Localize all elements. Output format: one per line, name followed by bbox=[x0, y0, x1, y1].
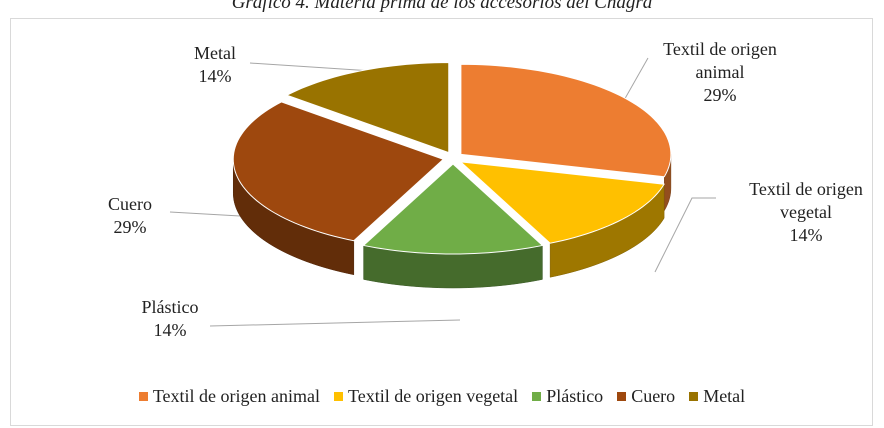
legend-swatch bbox=[689, 392, 699, 401]
pie-slice bbox=[285, 62, 450, 154]
legend-swatch bbox=[334, 392, 343, 401]
legend-item: Textil de origen animal bbox=[138, 386, 320, 407]
data-label-value: 14% bbox=[153, 320, 187, 340]
leader-line bbox=[209, 319, 461, 327]
data-label-value: 29% bbox=[113, 217, 147, 237]
data-label-category: Cuero bbox=[108, 194, 152, 214]
data-label: Cuero 29% bbox=[70, 193, 190, 239]
chart-title: Gráfico 4. Materia prima de los accesori… bbox=[231, 0, 653, 13]
data-label-category: Plástico bbox=[141, 297, 199, 317]
legend-swatch bbox=[617, 392, 627, 401]
legend-label: Textil de origen vegetal bbox=[348, 386, 519, 406]
legend-swatch bbox=[532, 392, 542, 401]
pie-slice bbox=[232, 101, 445, 242]
leader-line bbox=[169, 211, 241, 217]
pie-tops bbox=[232, 62, 672, 255]
legend-swatch bbox=[138, 392, 148, 401]
pie-slice bbox=[362, 163, 544, 255]
data-label-value: 14% bbox=[198, 66, 232, 86]
legend: Textil de origen animal Textil de origen … bbox=[0, 386, 884, 407]
legend-label: Cuero bbox=[631, 386, 676, 406]
pie-slice bbox=[459, 161, 665, 244]
data-label: Plástico 14% bbox=[110, 296, 230, 342]
data-label: Textil de origen animal 29% bbox=[645, 38, 795, 107]
legend-item: Plástico bbox=[532, 386, 603, 407]
legend-item: Cuero bbox=[617, 386, 675, 407]
legend-item: Textil de origen vegetal bbox=[334, 386, 518, 407]
data-label: Metal 14% bbox=[155, 42, 275, 88]
legend-item: Metal bbox=[689, 386, 745, 407]
data-label-category: Textil de origen vegetal bbox=[749, 179, 863, 222]
chart-frame bbox=[10, 18, 873, 426]
data-label-value: 29% bbox=[703, 85, 737, 105]
data-label-value: 14% bbox=[789, 225, 823, 245]
data-label: Textil de origen vegetal 14% bbox=[731, 178, 881, 247]
legend-label: Metal bbox=[703, 386, 746, 406]
legend-label: Plástico bbox=[546, 386, 604, 406]
data-label-category: Metal bbox=[194, 43, 236, 63]
legend-label: Textil de origen animal bbox=[152, 386, 320, 406]
pie-slice bbox=[460, 63, 672, 178]
data-label-category: Textil de origen animal bbox=[663, 39, 777, 82]
leader-line bbox=[654, 197, 716, 273]
